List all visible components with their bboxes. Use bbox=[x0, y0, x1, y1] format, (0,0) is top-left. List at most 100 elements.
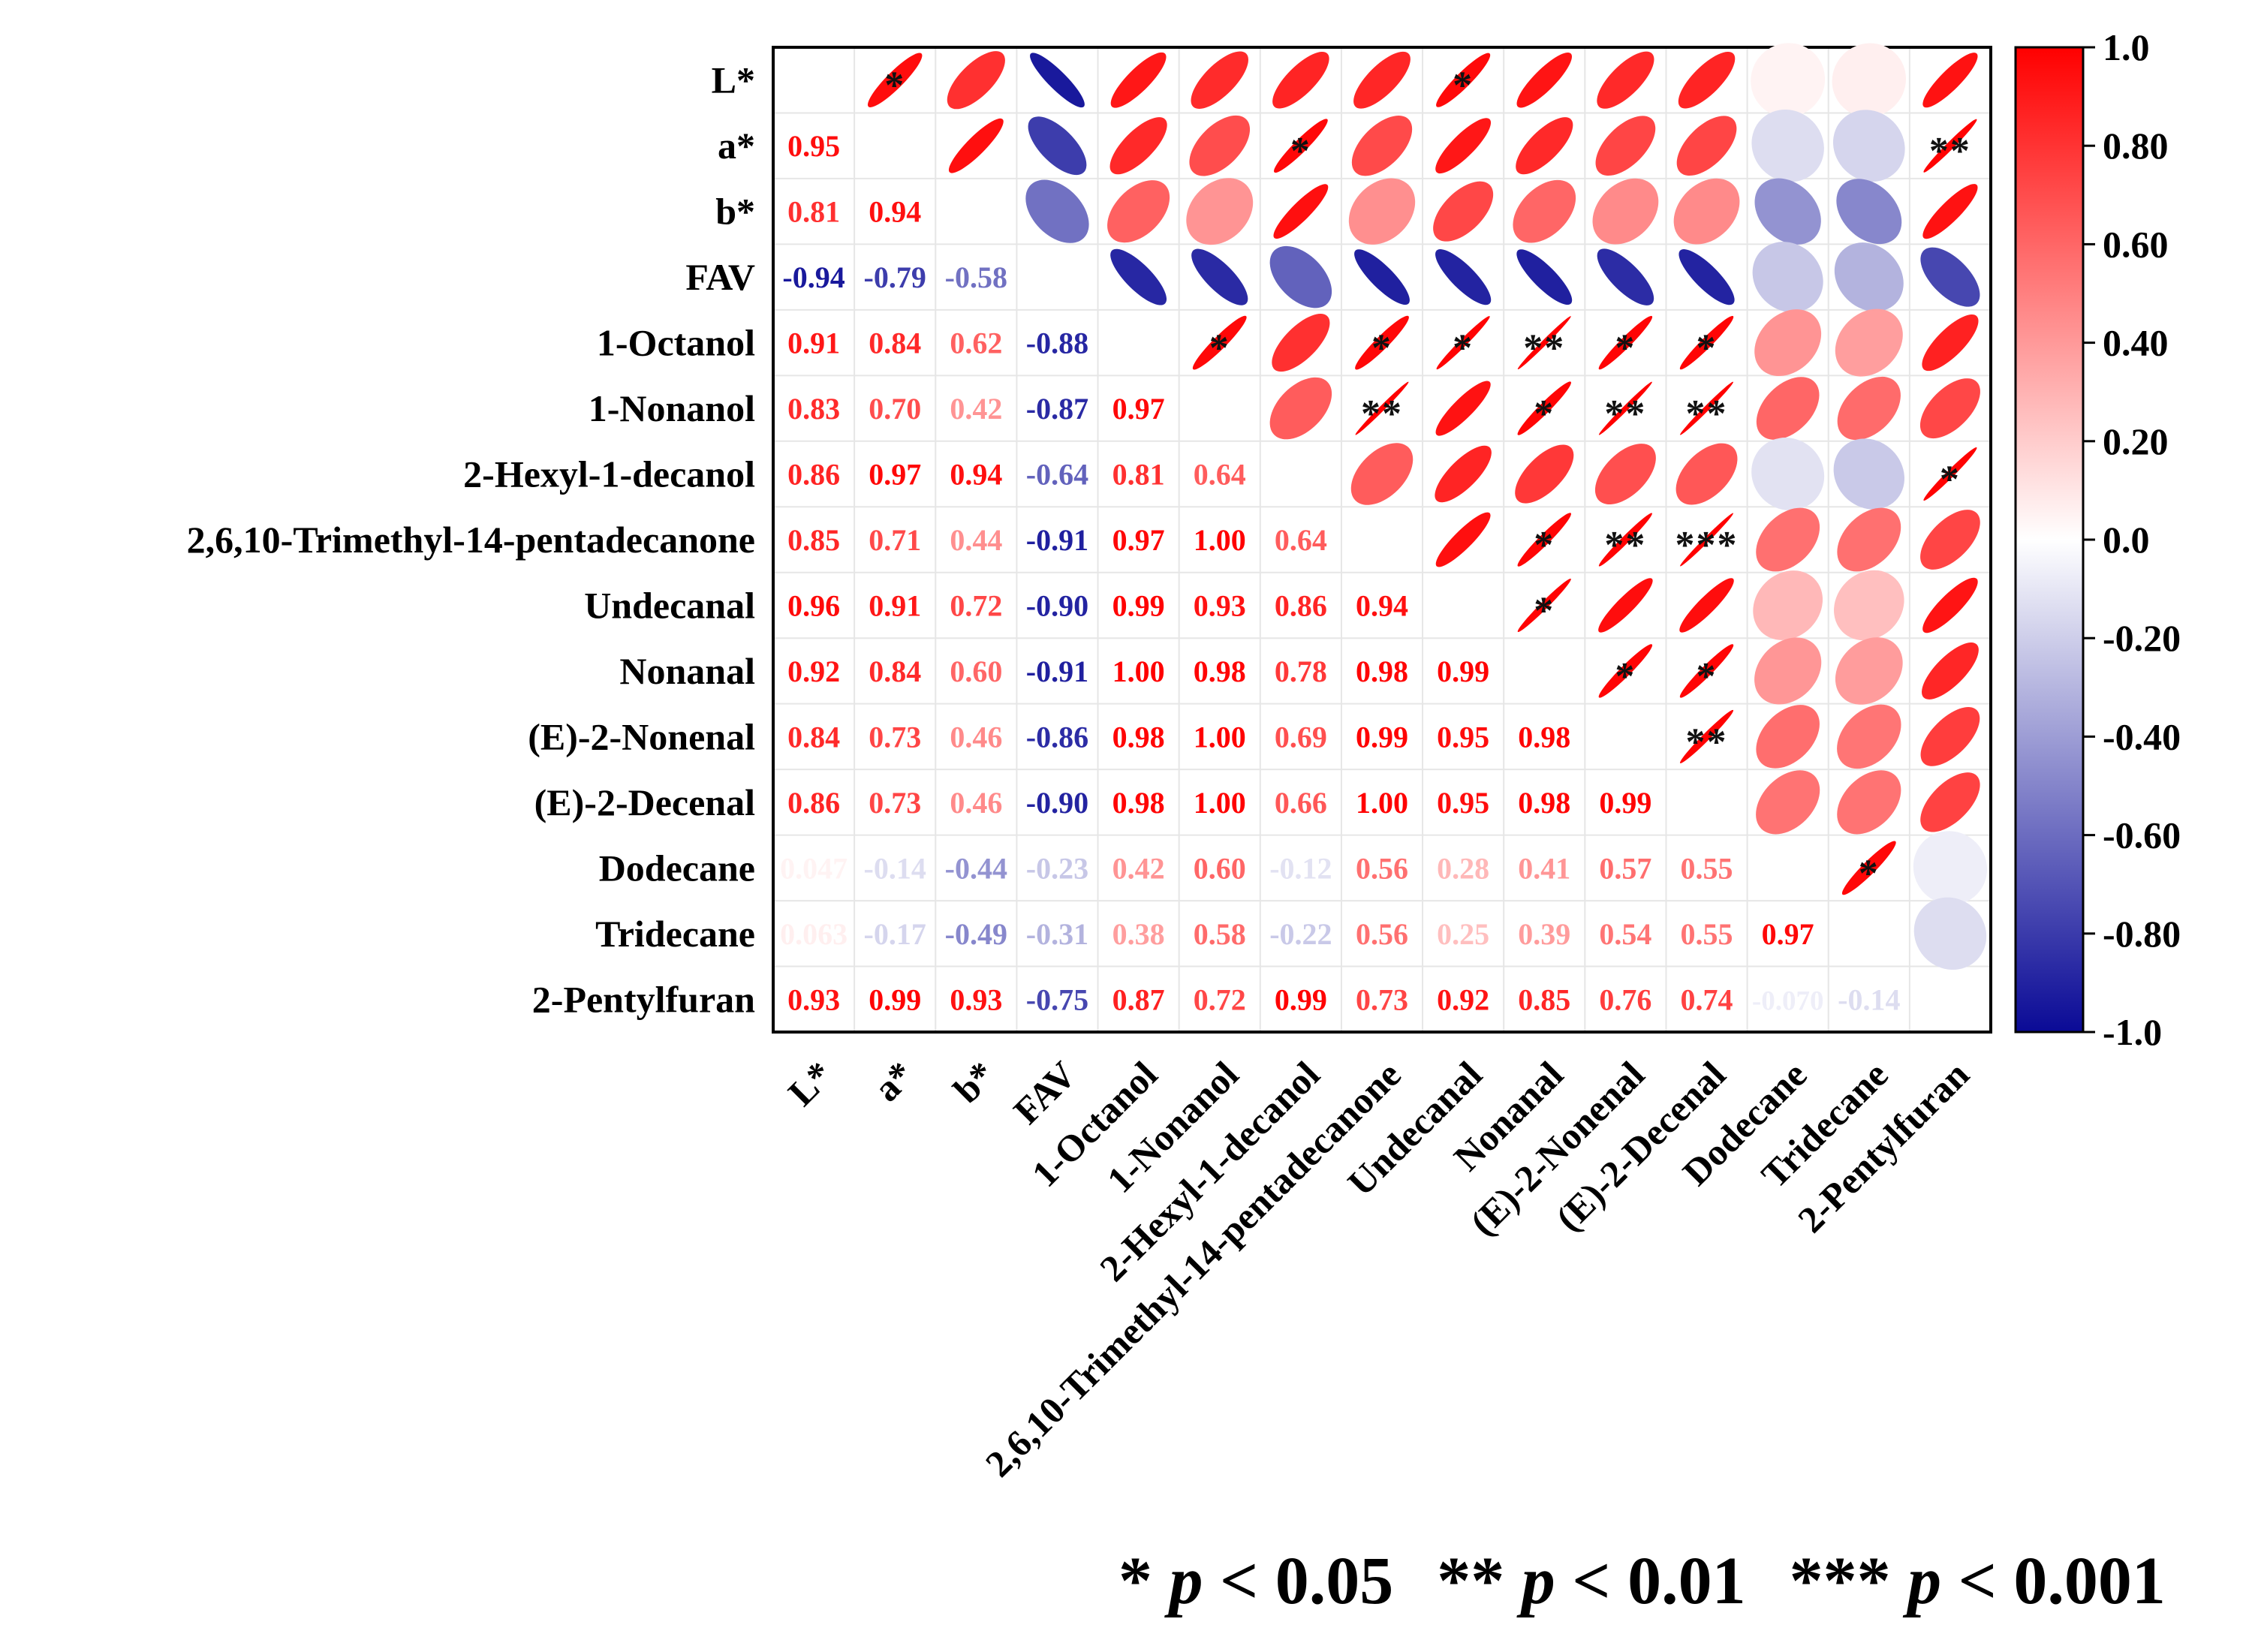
row-label-1-nonanol: 1-Nonanol bbox=[589, 387, 755, 429]
correlation-ellipse bbox=[1752, 242, 1823, 313]
correlation-ellipse bbox=[1754, 309, 1822, 377]
colorbar-gradient bbox=[2014, 46, 2085, 1034]
correlation-ellipse bbox=[1191, 51, 1248, 109]
significance-star: * bbox=[1859, 852, 1880, 895]
correlation-value: 0.98 bbox=[1194, 654, 1246, 688]
correlation-ellipse bbox=[1834, 242, 1904, 312]
row-label-2-pentylfuran: 2-Pentylfuran bbox=[532, 978, 755, 1020]
correlation-ellipse bbox=[1269, 245, 1332, 308]
correlation-ellipse bbox=[1832, 43, 1907, 117]
colorbar-tick-label: 0.60 bbox=[2103, 223, 2169, 265]
correlation-ellipse bbox=[1107, 180, 1170, 243]
correlation-value: 0.44 bbox=[950, 523, 1002, 557]
correlation-value: 0.98 bbox=[1112, 720, 1165, 754]
correlation-ellipse bbox=[1273, 119, 1328, 173]
correlation-value: 0.99 bbox=[1437, 654, 1489, 688]
colorbar-tick-label: -0.80 bbox=[2103, 913, 2181, 955]
correlation-value: 0.39 bbox=[1518, 917, 1570, 951]
correlation-ellipse bbox=[1192, 315, 1247, 370]
correlation-value: 0.97 bbox=[869, 458, 921, 492]
correlation-value: 0.72 bbox=[1194, 982, 1246, 1016]
correlation-value: -0.070 bbox=[1752, 985, 1824, 1016]
correlation-ellipse bbox=[1272, 314, 1330, 372]
significance-star: ** bbox=[1523, 327, 1565, 370]
correlation-value: 0.86 bbox=[787, 786, 840, 820]
significance-star: * bbox=[1371, 327, 1392, 370]
correlation-ellipse bbox=[1837, 376, 1901, 441]
significance-star: ** bbox=[1686, 393, 1728, 435]
correlation-value: 0.99 bbox=[1275, 982, 1327, 1016]
correlation-ellipse bbox=[1676, 116, 1737, 176]
correlation-value: 0.25 bbox=[1437, 917, 1489, 951]
correlation-ellipse bbox=[947, 51, 1005, 110]
correlation-value: 0.38 bbox=[1112, 917, 1165, 951]
significance-star: ** bbox=[1929, 130, 1971, 173]
correlation-value: 0.46 bbox=[950, 720, 1002, 754]
colorbar-tick-label: 0.40 bbox=[2103, 322, 2169, 364]
correlation-ellipse bbox=[1592, 178, 1659, 245]
correlation-ellipse bbox=[1913, 897, 1987, 970]
correlation-ellipse bbox=[1110, 52, 1167, 108]
correlation-ellipse bbox=[1272, 51, 1329, 109]
correlation-value: 0.60 bbox=[1194, 851, 1246, 885]
colorbar-tick-label: 0.20 bbox=[2103, 420, 2169, 462]
colorbar: 1.0 0.80 0.60 0.40 0.20 0.0 -0.20 -0.40 -0.60 -0.… bbox=[2014, 26, 2181, 1053]
significance-star: * bbox=[1615, 655, 1636, 698]
correlation-ellipse bbox=[1833, 438, 1904, 510]
correlation-ellipse bbox=[1109, 117, 1167, 175]
significance-star: * bbox=[1290, 130, 1311, 173]
correlation-value: 0.73 bbox=[869, 720, 921, 754]
significance-star: * bbox=[1534, 524, 1555, 567]
correlation-ellipse bbox=[1189, 115, 1251, 176]
correlation-value: -0.12 bbox=[1269, 851, 1332, 885]
correlation-ellipse bbox=[1435, 249, 1492, 305]
correlation-ellipse bbox=[1673, 178, 1740, 245]
correlation-value: 0.84 bbox=[787, 720, 840, 754]
correlation-value: 1.00 bbox=[1194, 523, 1246, 557]
correlation-ellipse bbox=[1598, 578, 1653, 633]
correlation-value: -0.22 bbox=[1269, 917, 1332, 951]
correlation-ellipse bbox=[1837, 507, 1901, 572]
correlation-value: 0.54 bbox=[1599, 917, 1651, 951]
correlation-value: 0.62 bbox=[950, 326, 1002, 360]
correlation-value: 0.78 bbox=[1275, 654, 1327, 688]
correlation-value: 0.95 bbox=[1437, 786, 1489, 820]
correlation-value: 0.97 bbox=[1112, 523, 1165, 557]
correlation-ellipse bbox=[1922, 577, 1978, 633]
correlation-value: 0.86 bbox=[787, 458, 840, 492]
column-label-b: b* bbox=[945, 1053, 1003, 1111]
correlation-value: 0.55 bbox=[1681, 851, 1733, 885]
correlation-value: 0.94 bbox=[950, 458, 1002, 492]
correlation-value: -0.91 bbox=[1026, 654, 1088, 688]
correlation-value: 1.00 bbox=[1194, 720, 1246, 754]
correlation-value: -0.64 bbox=[1026, 458, 1088, 492]
correlation-value: 0.69 bbox=[1275, 720, 1327, 754]
correlation-value: 0.64 bbox=[1194, 458, 1246, 492]
correlation-value: 0.58 bbox=[1194, 917, 1246, 951]
significance-star: ** bbox=[1604, 393, 1646, 435]
correlation-ellipse bbox=[1920, 510, 1980, 570]
correlation-value: 0.97 bbox=[1112, 392, 1165, 426]
correlation-ellipse bbox=[1920, 772, 1980, 832]
correlation-ellipse bbox=[1920, 247, 1980, 307]
correlation-value: 0.41 bbox=[1518, 851, 1570, 885]
correlation-ellipse bbox=[1835, 637, 1903, 705]
correlation-ellipse bbox=[1598, 315, 1653, 370]
correlation-value: -0.31 bbox=[1026, 917, 1088, 951]
correlation-ellipse bbox=[1922, 184, 1978, 239]
significance-star: * bbox=[884, 65, 905, 107]
row-label-e-2-nonenal: (E)-2-Nonenal bbox=[528, 715, 755, 757]
correlation-value: -0.14 bbox=[1838, 982, 1900, 1016]
correlation-ellipse bbox=[1110, 248, 1167, 305]
correlation-ellipse bbox=[1355, 315, 1409, 370]
correlation-value: 0.94 bbox=[869, 195, 921, 229]
correlation-ellipse bbox=[1353, 51, 1411, 109]
correlation-ellipse bbox=[1436, 53, 1491, 107]
correlation-value: 0.92 bbox=[1437, 982, 1489, 1016]
correlation-value: 0.91 bbox=[787, 326, 840, 360]
correlation-ellipse bbox=[1751, 438, 1825, 511]
correlation-ellipse bbox=[1679, 578, 1734, 633]
correlation-value: -0.86 bbox=[1026, 720, 1088, 754]
